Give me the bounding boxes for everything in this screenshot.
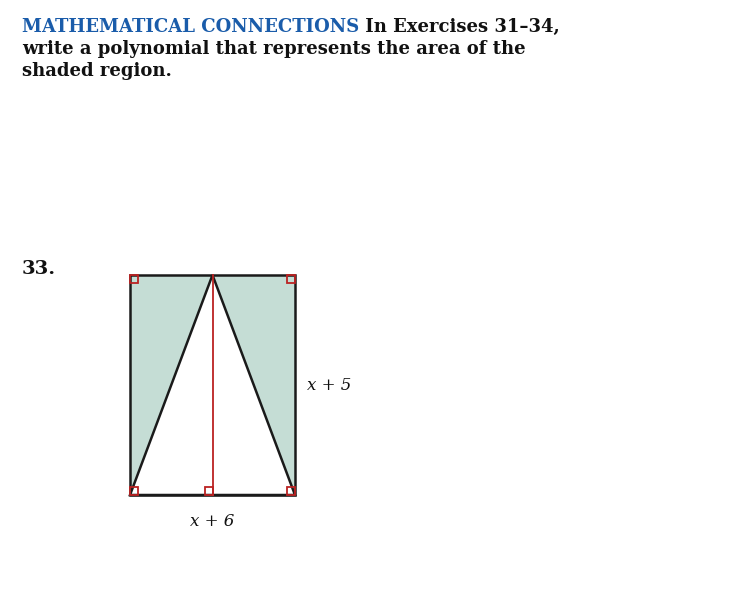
Bar (130, 275, 295, 495)
Text: MATHEMATICAL CONNECTIONS: MATHEMATICAL CONNECTIONS (22, 18, 359, 36)
Text: In Exercises 31–34,: In Exercises 31–34, (359, 18, 560, 36)
Text: 33.: 33. (22, 260, 56, 278)
Text: x + 6: x + 6 (190, 513, 235, 530)
Polygon shape (130, 275, 295, 495)
Text: shaded region.: shaded region. (22, 62, 172, 80)
Text: write a polynomial that represents the area of the: write a polynomial that represents the a… (22, 40, 526, 58)
Text: x + 5: x + 5 (307, 376, 351, 394)
